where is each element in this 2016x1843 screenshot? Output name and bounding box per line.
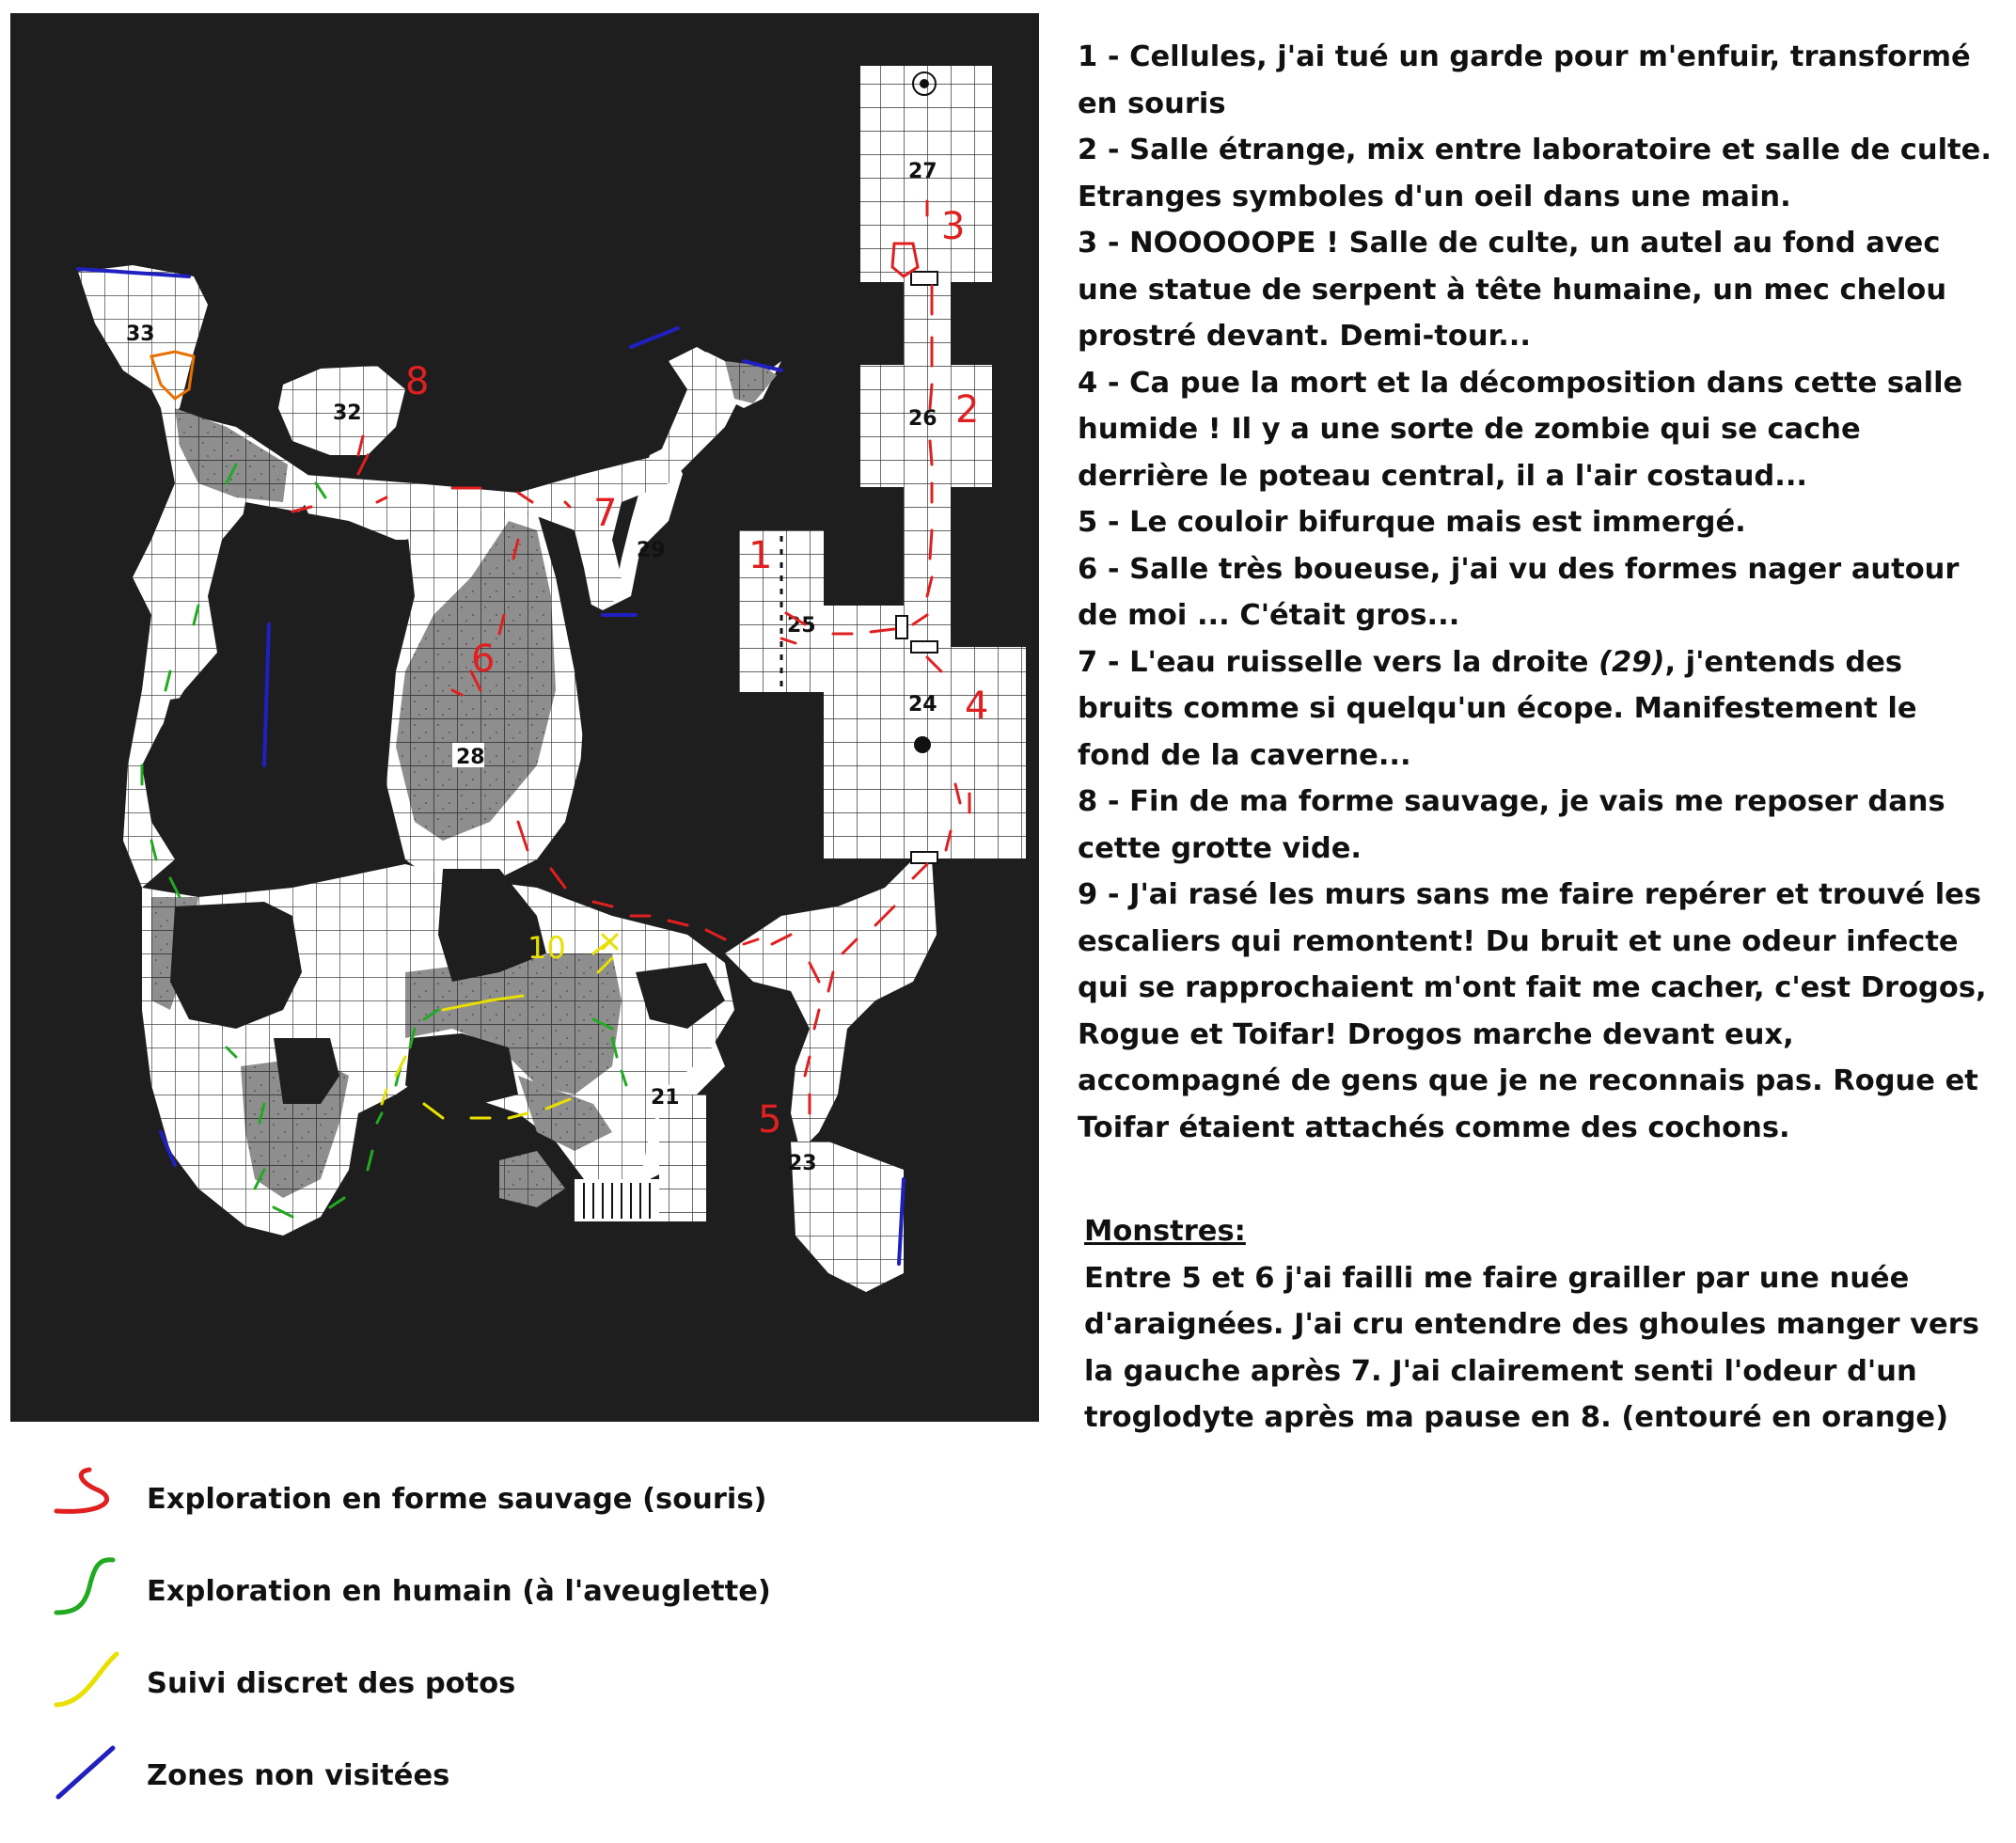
note-3: 3 - NOOOOOPE ! Salle de culte, un autel … <box>1078 227 1947 353</box>
stairs <box>575 1179 659 1221</box>
marker-5: 5 <box>758 1098 781 1142</box>
legend-item-follow: Suivi discret des potos <box>38 1646 978 1739</box>
note-7-part-a: 7 - L'eau ruisselle vers la droite <box>1078 645 1599 679</box>
marker-6: 6 <box>471 638 495 681</box>
map-legend: Exploration en forme sauvage (souris) Ex… <box>38 1462 978 1831</box>
stairs-lines <box>583 1183 651 1219</box>
marker-7: 7 <box>593 492 617 535</box>
note-4: 4 - Ca pue la mort et la décomposition d… <box>1078 366 1963 493</box>
marker-8: 8 <box>405 360 429 403</box>
marker-3: 3 <box>941 205 965 248</box>
room-24-label: 24 <box>908 693 937 717</box>
room-33-label: 33 <box>126 323 155 346</box>
green-squiggle-icon <box>54 1557 116 1615</box>
green-exploration-path <box>140 463 628 1219</box>
room-29-label: 29 <box>637 539 666 562</box>
blue-line-icon <box>55 1745 116 1800</box>
marker-1: 1 <box>748 534 772 577</box>
note-7: 7 - L'eau ruisselle vers la droite (29),… <box>1078 639 1999 780</box>
monsters-section: Monstres: Entre 5 et 6 j'ai failli me fa… <box>1084 1208 2006 1441</box>
legend-label-wild-shape: Exploration en forme sauvage (souris) <box>147 1483 767 1516</box>
monsters-text: Entre 5 et 6 j'ai failli me faire graill… <box>1084 1261 1979 1435</box>
dungeon-map: 33 32 29 27 26 25 24 28 21 23 1 2 <box>10 13 1039 1422</box>
legend-label-human: Exploration en humain (à l'aveuglette) <box>147 1575 771 1608</box>
red-exploration-path <box>291 199 971 1115</box>
exploration-notes: 1 - Cellules, j'ai tué un garde pour m'e… <box>1078 34 1999 1151</box>
room-26-label: 26 <box>908 407 937 431</box>
legend-item-wild-shape: Exploration en forme sauvage (souris) <box>38 1462 978 1554</box>
rectangular-rooms <box>575 66 1026 1221</box>
note-7-room-ref: (29) <box>1599 645 1665 679</box>
note-5: 5 - Le couloir bifurque mais est immergé… <box>1078 506 1746 539</box>
note-2: 2 - Salle étrange, mix entre laboratoire… <box>1078 134 1992 213</box>
room-21-label: 21 <box>651 1086 680 1110</box>
red-squiggle-icon <box>54 1467 109 1514</box>
legend-label-unvisited: Zones non visitées <box>147 1759 450 1792</box>
marker-2: 2 <box>955 388 979 432</box>
marker-9-sketch <box>890 242 920 278</box>
marker-10: 10 <box>528 930 566 966</box>
note-1: 1 - Cellules, j'ai tué un garde pour m'e… <box>1078 40 1971 120</box>
marker-4: 4 <box>965 685 988 728</box>
legend-item-unvisited: Zones non visitées <box>38 1739 978 1831</box>
legend-label-follow: Suivi discret des potos <box>147 1667 516 1700</box>
note-8: 8 - Fin de ma forme sauvage, je vais me … <box>1078 785 1945 865</box>
orange-troglodyte-circle <box>150 350 196 401</box>
legend-item-human: Exploration en humain (à l'aveuglette) <box>38 1554 978 1646</box>
monsters-title: Monstres: <box>1084 1215 1246 1248</box>
room-28-label: 28 <box>456 746 485 769</box>
note-6: 6 - Salle très boueuse, j'ai vu des form… <box>1078 552 1960 633</box>
yellow-squiggle-icon <box>54 1651 119 1708</box>
blue-unvisited-lines <box>76 267 906 1266</box>
rock-islands <box>151 502 725 1104</box>
yellow-follow-path <box>380 933 619 1120</box>
dungeon-map-svg: 33 32 29 27 26 25 24 28 21 23 1 2 <box>10 13 1039 1422</box>
red-markers: 1 2 3 4 5 6 7 8 <box>405 205 988 1142</box>
note-7-part-c: , j'entends des bruits comme si quelqu'u… <box>1078 645 1917 772</box>
room-27-label: 27 <box>908 160 937 183</box>
room-23-label: 23 <box>788 1152 817 1175</box>
room-32-label: 32 <box>333 402 362 425</box>
note-9: 9 - J'ai rasé les murs sans me faire rep… <box>1078 878 1987 1144</box>
